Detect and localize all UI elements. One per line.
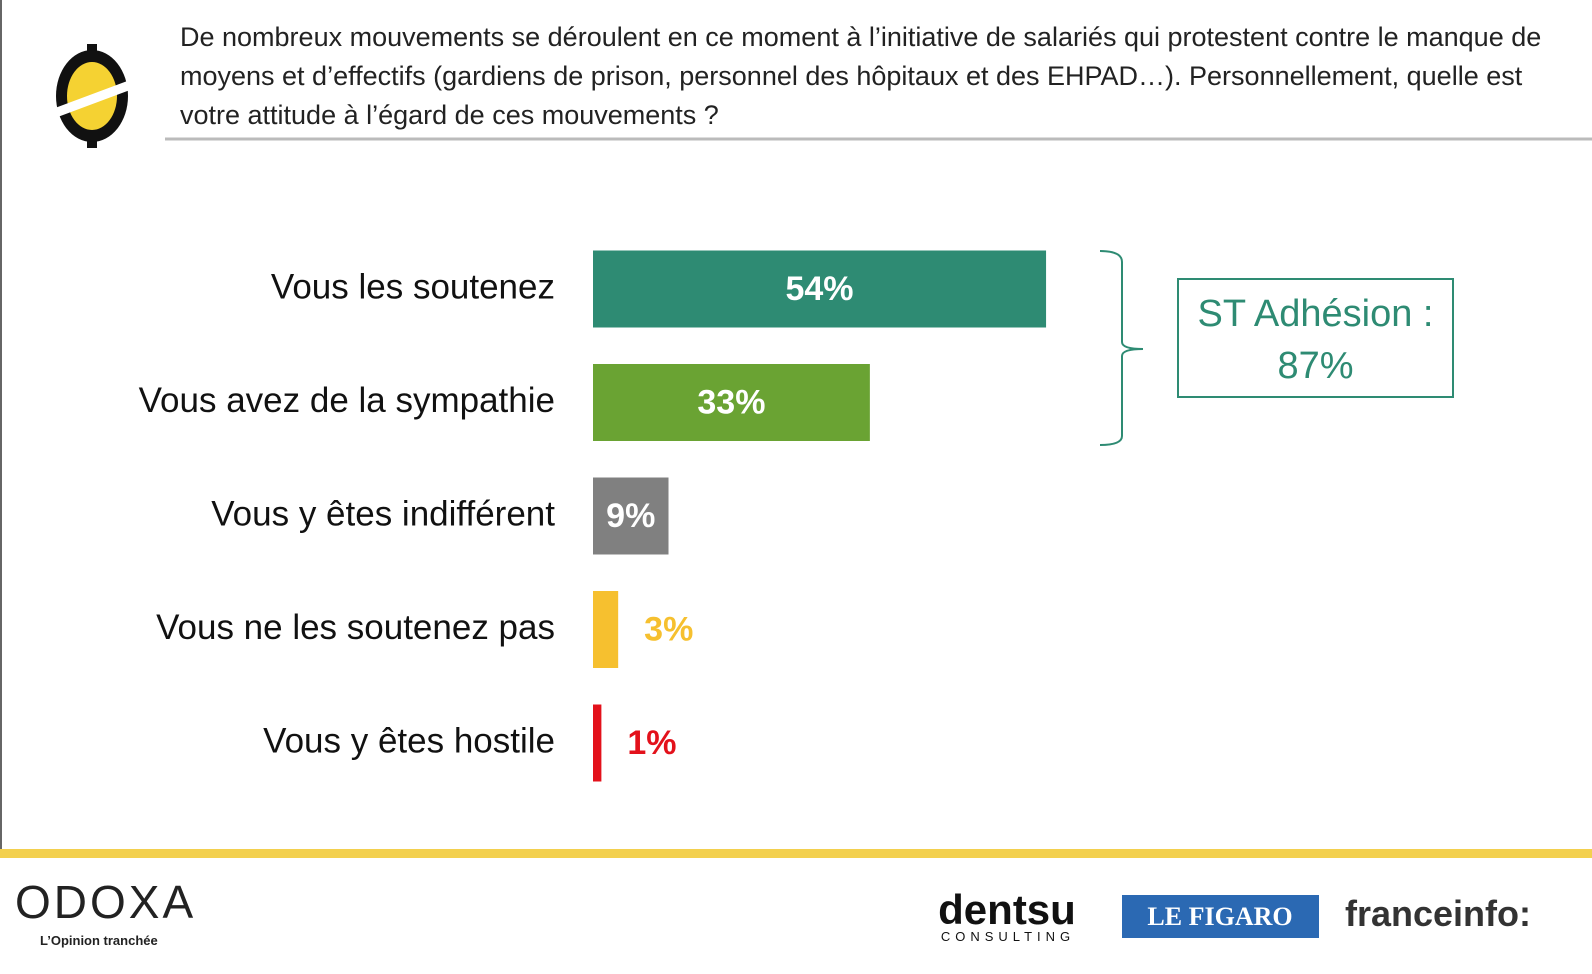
value-label: 33% (697, 383, 765, 421)
partner-logo: franceinfo: (1345, 893, 1531, 934)
partner-logo-bg (1122, 895, 1319, 938)
partner-logo: dentsu (938, 886, 1076, 933)
brand: ODOXA (15, 876, 196, 928)
bar (593, 364, 870, 441)
value-label: 1% (627, 724, 676, 762)
tagline: L’Opinion tranchée (40, 933, 158, 948)
footer-band (0, 849, 1592, 858)
bar (593, 250, 1047, 328)
category-label: Vous ne les soutenez pas (156, 608, 555, 647)
bar (593, 477, 669, 555)
annotation: ST Adhésion : (1197, 293, 1434, 335)
bar (593, 704, 602, 782)
category-label: Vous y êtes indifférent (211, 494, 555, 533)
partner-logo-sub: CONSULTING (941, 929, 1075, 944)
bar (593, 591, 619, 668)
bracket (1099, 250, 1144, 446)
category-label: Vous les soutenez (271, 267, 555, 306)
value-label: 3% (644, 610, 693, 648)
value-label: 54% (785, 270, 853, 308)
partner-logo: LE FIGARO (1147, 902, 1292, 931)
question-title: De nombreux mouvements se déroulent en c… (180, 22, 1542, 130)
value-label: 9% (606, 497, 655, 535)
category-label: Vous avez de la sympathie (139, 381, 555, 420)
logo (55, 44, 130, 148)
annotation: 87% (1277, 345, 1354, 387)
annotation-box: ST Adhésion : 87% (1177, 278, 1454, 398)
category-label: Vous y êtes hostile (263, 721, 555, 760)
